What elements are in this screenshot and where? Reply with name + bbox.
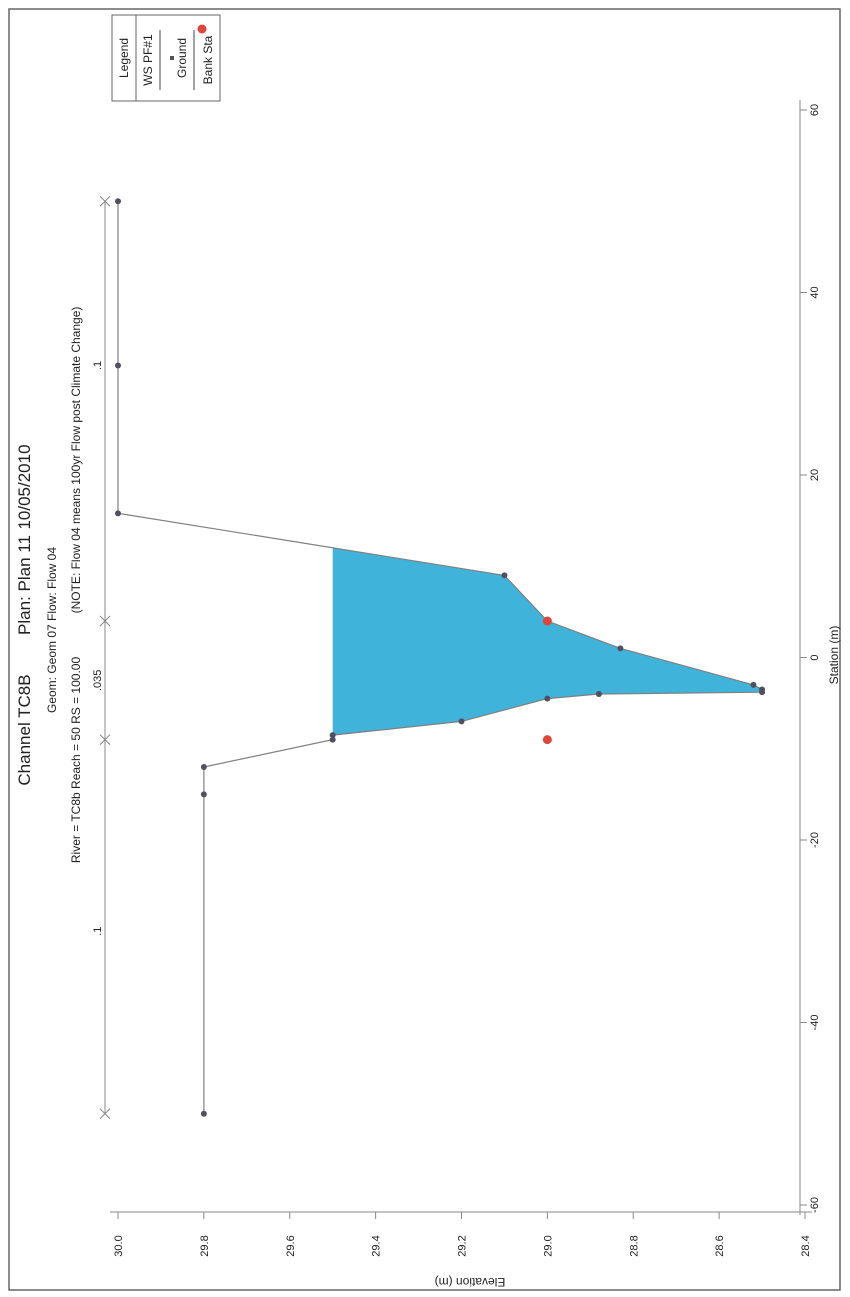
- manning-break-tick: [99, 195, 111, 207]
- elevation-tick-label: 29.2: [457, 1235, 469, 1256]
- manning-n-label: .1: [92, 927, 104, 936]
- ground-point: [115, 510, 121, 517]
- ground-point: [200, 1110, 207, 1117]
- bank-station-point: [542, 616, 552, 626]
- ground-point: [544, 695, 551, 702]
- manning-layer: .1 .035 .1: [92, 195, 111, 1120]
- chart-subtitle-river-reach: River = TC8b Reach = 50 RS = 100.00: [69, 657, 83, 864]
- station-tick-label: -40: [809, 1015, 821, 1031]
- elevation-tick-label: 29.4: [371, 1235, 383, 1256]
- water-surface-fill: [332, 547, 763, 736]
- titles-layer: Channel TC8B Plan: Plan 11 10/05/2010 Geom:…: [15, 307, 83, 864]
- ground-point: [115, 362, 121, 369]
- axes-layer: -60 -40 -20 0 20 40 60 Station (m) 28.4 28.6 28.8 2…: [110, 100, 841, 1289]
- station-tick-label: -20: [809, 832, 821, 848]
- manning-n-label: .1: [92, 361, 104, 370]
- ground-point: [595, 691, 602, 697]
- station-tick-label: 0: [809, 654, 821, 660]
- bank-station-point: [542, 735, 552, 745]
- ground-layer: [115, 198, 766, 1117]
- ground-point: [115, 198, 121, 205]
- elevation-tick-label: 28.4: [800, 1235, 812, 1256]
- chart-date: 10/05/2010: [15, 444, 34, 529]
- chart-title: Channel TC8B: [15, 674, 34, 785]
- elevation-axis-label: Elevation (m): [435, 1275, 506, 1289]
- ground-point: [458, 718, 465, 725]
- chart-subtitle-note: (NOTE: Flow 04 means 100yr Flow post Cli…: [69, 307, 83, 614]
- ground-point: [200, 791, 207, 798]
- legend-title: Legend: [117, 38, 131, 78]
- station-tick-label: 60: [809, 104, 821, 116]
- station-tick-label: 40: [809, 286, 821, 298]
- legend-entry-ground: Ground: [175, 38, 189, 78]
- legend-ground-swatch: [170, 56, 174, 60]
- chart-plan: Plan: Plan 11: [15, 535, 34, 635]
- water-surface-layer: [332, 547, 763, 736]
- elevation-tick-label: 29.8: [199, 1235, 211, 1256]
- legend-entry-ws: WS PF#1: [141, 34, 155, 86]
- elevation-tick-label: 29.0: [542, 1235, 554, 1256]
- manning-break-tick: [99, 734, 111, 745]
- legend-bank-swatch: [197, 24, 207, 34]
- elevation-tick-label: 28.8: [628, 1235, 640, 1256]
- manning-break-tick: [99, 1108, 111, 1120]
- ground-point: [617, 645, 624, 652]
- elevation-tick-label: 28.6: [714, 1235, 726, 1256]
- ground-point: [329, 736, 336, 743]
- legend-entry-bank: Bank Sta: [201, 35, 215, 84]
- chart-subtitle-geom-flow: Geom: Geom 07 Flow: Flow 04: [45, 547, 59, 713]
- ground-point: [501, 572, 508, 579]
- legend: Legend WS PF#1 Ground Bank Sta: [111, 14, 221, 102]
- ground-point: [750, 681, 757, 688]
- station-tick-label: -60: [809, 1197, 821, 1213]
- elevation-tick-label: 30.0: [113, 1235, 125, 1256]
- ground-point: [329, 732, 336, 739]
- figure-frame: [8, 8, 841, 1291]
- manning-break-tick: [99, 615, 111, 627]
- station-tick-label: 20: [809, 469, 821, 481]
- manning-n-label: .035: [92, 670, 104, 691]
- ground-point: [200, 764, 207, 770]
- ground-point: [759, 686, 766, 693]
- elevation-tick-label: 29.6: [285, 1235, 297, 1256]
- station-axis-label: Station (m): [827, 626, 841, 685]
